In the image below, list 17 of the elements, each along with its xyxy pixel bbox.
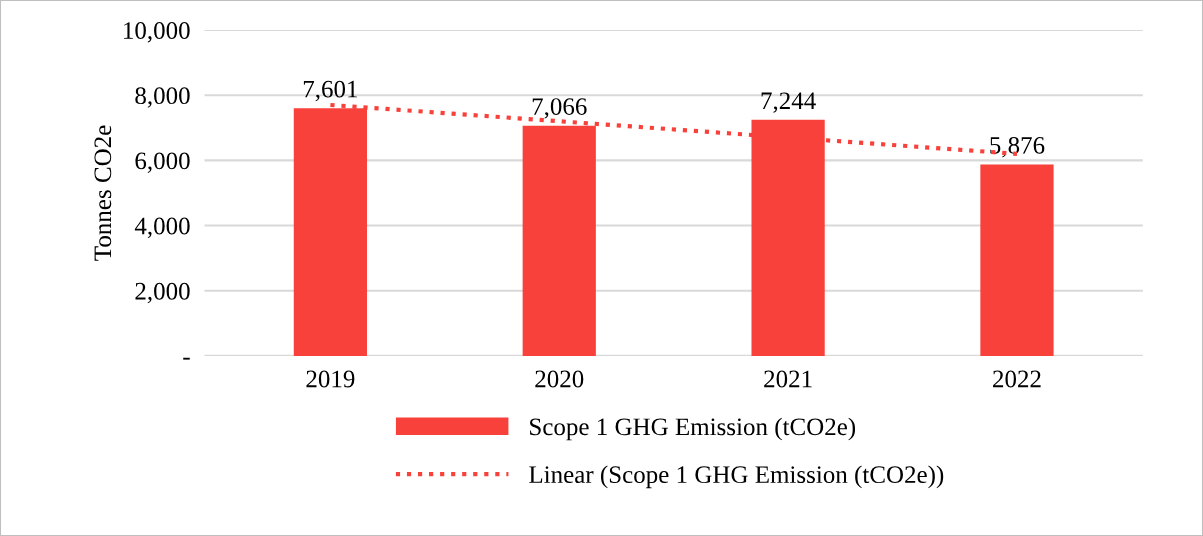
legend-label: Linear (Scope 1 GHG Emission (tCO2e)): [529, 465, 944, 489]
x-tick-label: 2022: [993, 370, 1041, 388]
y-tick-label: -: [183, 357, 190, 360]
x-tick-label: 2019: [306, 370, 355, 388]
x-tick-label: 2021: [764, 370, 812, 388]
y-tick-label: 10,000: [124, 22, 190, 43]
legend-label: Scope 1 GHG Emission (tCO2e): [530, 417, 856, 441]
data-label: 7,066: [532, 98, 587, 119]
data-label: 7,244: [761, 92, 816, 113]
bar: [980, 164, 1054, 356]
y-tick-label: 4,000: [134, 217, 190, 239]
y-tick-label: 8,000: [135, 87, 190, 108]
data-label: 7,601: [303, 80, 358, 102]
y-axis-title: Tonnes CO2e: [94, 125, 112, 261]
x-tick-label: 2020: [535, 370, 584, 388]
y-tick-label: 2,000: [135, 282, 190, 304]
y-tick-label: 6,000: [135, 152, 190, 173]
